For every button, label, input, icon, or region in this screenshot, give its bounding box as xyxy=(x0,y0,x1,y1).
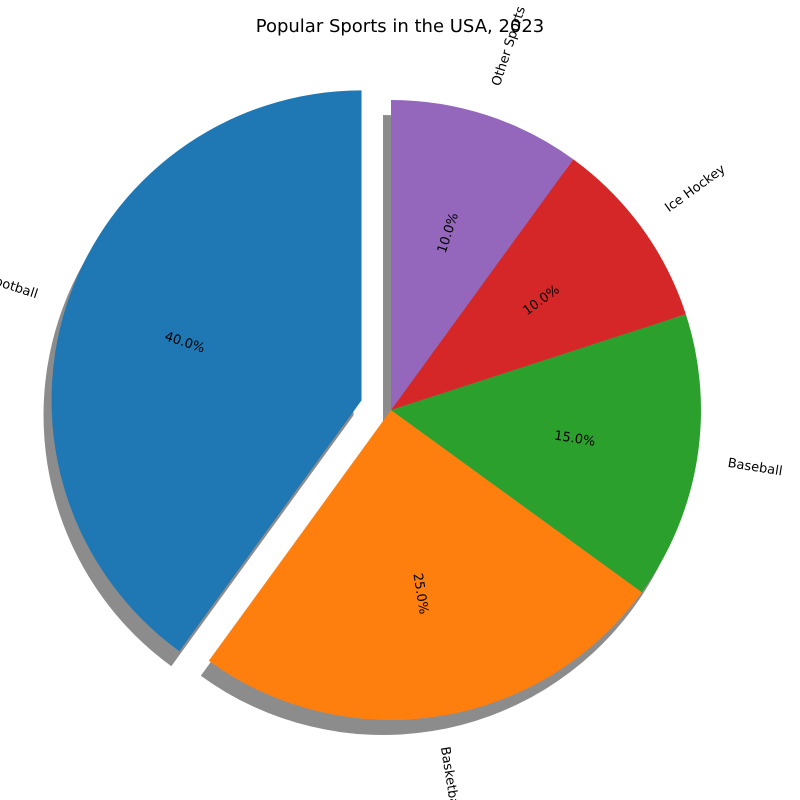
slice-other-sports xyxy=(391,100,574,410)
category-label-ice-hockey: Ice Hockey xyxy=(662,162,728,216)
pct-label-basketball: 25.0% xyxy=(409,572,430,615)
slice-ice-hockey xyxy=(391,159,686,410)
category-label-basketball: Basketball xyxy=(437,746,462,800)
category-label-football: Football xyxy=(0,272,40,302)
pie-slices xyxy=(51,90,701,720)
slice-football xyxy=(51,90,362,652)
slice-basketball xyxy=(208,410,642,720)
chart-title: Popular Sports in the USA, 2023 xyxy=(256,16,545,37)
pct-label-baseball: 15.0% xyxy=(553,428,596,449)
slice-baseball xyxy=(391,314,701,593)
category-label-baseball: Baseball xyxy=(727,456,784,479)
